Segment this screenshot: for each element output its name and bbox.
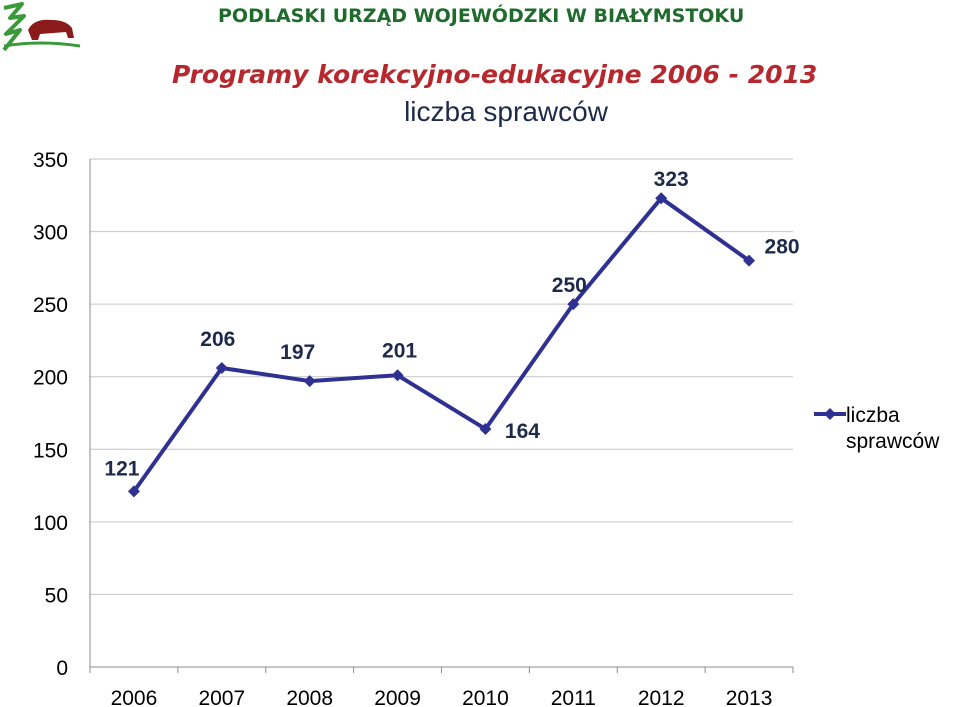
data-point-marker <box>127 485 140 498</box>
legend-label: liczba <box>846 404 900 427</box>
data-point-marker <box>567 298 580 311</box>
y-tick-label: 250 <box>33 294 68 317</box>
data-label: 323 <box>654 168 689 191</box>
chart-title: liczba sprawców <box>404 96 608 127</box>
legend-marker <box>824 408 836 420</box>
page-title: Programy korekcyjno-edukacyjne 2006 - 20… <box>172 60 818 89</box>
x-tick-label: 2013 <box>726 687 773 707</box>
data-label: 206 <box>200 328 235 351</box>
y-tick-label: 0 <box>56 657 68 680</box>
x-tick-label: 2007 <box>198 687 245 707</box>
x-tick-label: 2012 <box>638 687 685 707</box>
data-label: 250 <box>552 274 587 297</box>
data-point-marker <box>743 254 756 267</box>
y-tick-label: 200 <box>33 367 68 390</box>
data-point-marker <box>655 192 668 205</box>
data-label: 201 <box>382 339 417 362</box>
y-tick-label: 350 <box>33 149 68 172</box>
x-tick-label: 2009 <box>374 687 421 707</box>
legend-label: sprawców <box>846 430 940 453</box>
data-point-marker <box>391 369 404 382</box>
x-tick-label: 2008 <box>286 687 333 707</box>
x-tick-label: 2006 <box>111 687 158 707</box>
data-point-marker <box>303 375 316 388</box>
organization-name: PODLASKI URZĄD WOJEWÓDZKI W BIAŁYMSTOKU <box>218 5 745 27</box>
series-line <box>132 196 751 493</box>
data-label: 197 <box>280 341 315 364</box>
logo-icon <box>2 2 81 52</box>
y-tick-label: 100 <box>33 512 68 535</box>
x-tick-label: 2011 <box>551 687 596 707</box>
data-label: 164 <box>505 420 540 443</box>
data-label: 280 <box>765 236 800 259</box>
y-tick-label: 150 <box>33 439 68 462</box>
data-point-marker <box>479 422 492 435</box>
data-point-marker <box>215 362 228 375</box>
x-tick-label: 2010 <box>462 687 509 707</box>
y-tick-label: 50 <box>45 584 68 607</box>
y-tick-label: 300 <box>33 222 68 245</box>
data-label: 121 <box>104 457 139 480</box>
